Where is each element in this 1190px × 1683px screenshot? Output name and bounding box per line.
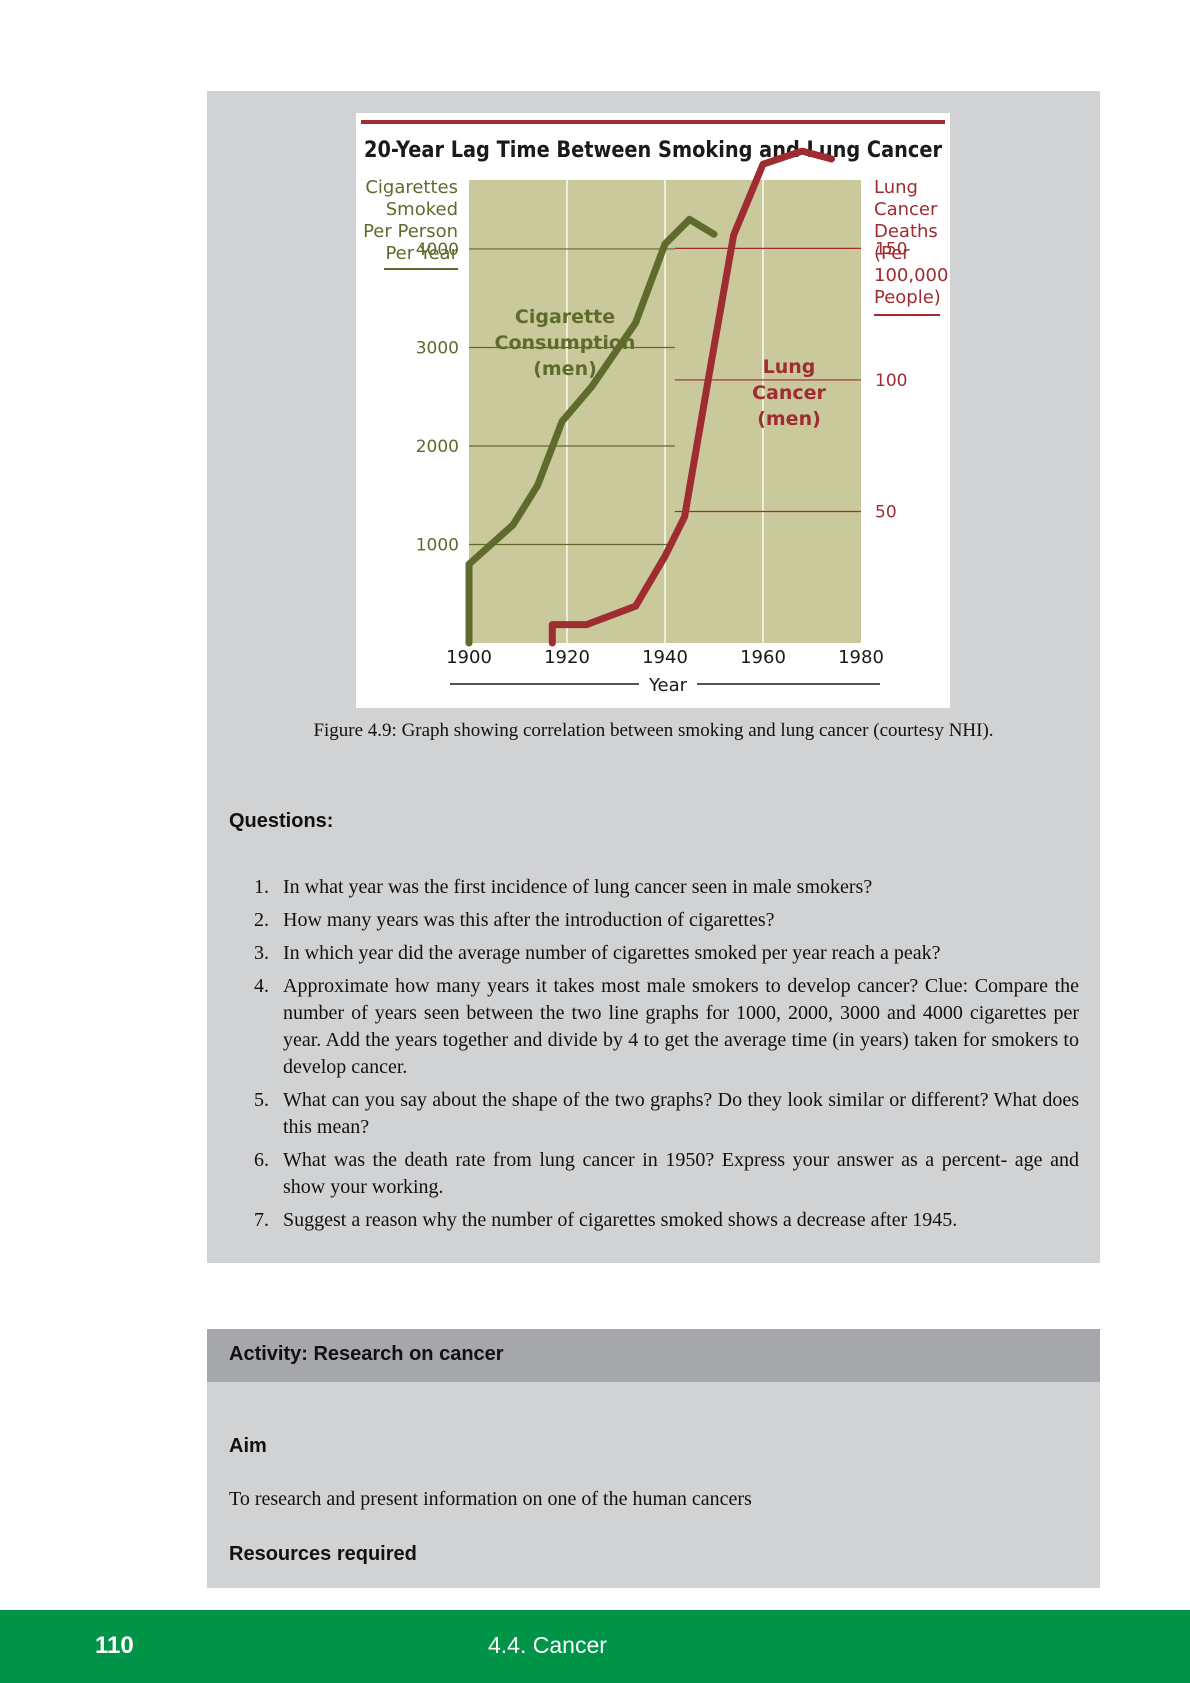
right-axis-label-line: (Per	[874, 243, 910, 264]
left-axis-label-line: Smoked	[386, 199, 458, 220]
left-axis-label-line: Per Person	[363, 221, 458, 242]
resources-heading: Resources required	[229, 1543, 417, 1565]
aim-text: To research and present information on o…	[229, 1488, 752, 1510]
lung-cancer-series-label: Lung	[763, 356, 816, 378]
lung-cancer-series-label: Cancer	[752, 382, 826, 404]
page-number: 110	[95, 1632, 134, 1659]
title-rule	[361, 120, 945, 124]
aim-heading: Aim	[229, 1435, 267, 1457]
cigarette-series-label: Consumption	[495, 332, 636, 354]
question-number: 1.	[254, 876, 269, 898]
page-footer: 110 4.4. Cancer	[0, 1610, 1190, 1683]
question-text: What can you say about the shape of the …	[283, 1089, 1079, 1138]
lung-cancer-series-label: (men)	[757, 408, 821, 430]
questions-list: 1. In what year was the first incidence o…	[229, 874, 1079, 1240]
x-tick-label: 1980	[838, 647, 884, 668]
question-item: 1. In what year was the first incidence o…	[229, 874, 1079, 901]
question-number: 5.	[254, 1089, 269, 1111]
footer-section-title: 4.4. Cancer	[488, 1632, 607, 1658]
question-item: 2. How many years was this after the intr…	[229, 907, 1079, 934]
left-tick-label: 2000	[416, 437, 459, 457]
x-tick-label: 1920	[544, 647, 590, 668]
chart-title: 20-Year Lag Time Between Smoking and Lun…	[364, 138, 942, 163]
left-axis-label-line: Cigarettes	[365, 177, 458, 198]
question-number: 4.	[254, 975, 269, 997]
question-text: What was the death rate from lung cancer…	[283, 1149, 1079, 1198]
questions-heading: Questions:	[229, 810, 334, 832]
right-axis-label-line: Lung	[874, 177, 918, 198]
cigarette-series-label: Cigarette	[515, 306, 615, 328]
right-tick-label: 100	[875, 371, 907, 391]
right-axis-label-line: People)	[874, 287, 941, 308]
left-tick-label: 3000	[416, 338, 459, 358]
cigarette-series-line	[465, 215, 718, 647]
activity-box: Activity: Research on cancer	[207, 1329, 1100, 1588]
lag-time-chart: 20-Year Lag Time Between Smoking and Lun…	[361, 120, 948, 696]
left-tick-label: 4000	[416, 240, 459, 260]
question-number: 3.	[254, 942, 269, 964]
question-text: In which year did the average number of …	[283, 942, 941, 964]
question-item: 7. Suggest a reason why the number of cig…	[229, 1207, 1079, 1234]
right-axis-label-line: 100,000	[874, 265, 948, 286]
x-tick-label: 1960	[740, 647, 786, 668]
question-item: 4. Approximate how many years it takes mo…	[229, 973, 1079, 1081]
question-item: 3. In which year did the average number o…	[229, 940, 1079, 967]
question-text: Suggest a reason why the number of cigar…	[283, 1209, 958, 1231]
x-tick-label: 1940	[642, 647, 688, 668]
question-number: 2.	[254, 909, 269, 931]
question-text: How many years was this after the introd…	[283, 909, 775, 931]
right-tick-label: 150	[875, 239, 907, 259]
question-item: 5. What can you say about the shape of th…	[229, 1087, 1079, 1141]
left-axis-label-line: Per Year	[385, 243, 458, 264]
left-tick-label: 1000	[416, 535, 459, 555]
x-tick-label: 1900	[446, 647, 492, 668]
cigarette-series-label: (men)	[533, 358, 597, 380]
chart-panel: 20-Year Lag Time Between Smoking and Lun…	[356, 113, 950, 708]
lung-cancer-series-line	[548, 147, 836, 647]
x-axis-label: Year	[648, 675, 688, 696]
activity-title: Activity: Research on cancer	[229, 1343, 504, 1365]
right-axis-label-line: Cancer	[874, 199, 938, 220]
question-number: 6.	[254, 1149, 269, 1171]
question-text: In what year was the first incidence of …	[283, 876, 873, 898]
question-item: 6. What was the death rate from lung canc…	[229, 1147, 1079, 1201]
question-text: Approximate how many years it takes most…	[283, 975, 1079, 1078]
activity-header: Activity: Research on cancer	[207, 1329, 1100, 1382]
figure-caption: Figure 4.9: Graph showing correlation be…	[313, 720, 994, 741]
right-axis-label-line: Deaths	[874, 221, 938, 242]
question-number: 7.	[254, 1209, 269, 1231]
right-tick-label: 50	[875, 502, 897, 522]
